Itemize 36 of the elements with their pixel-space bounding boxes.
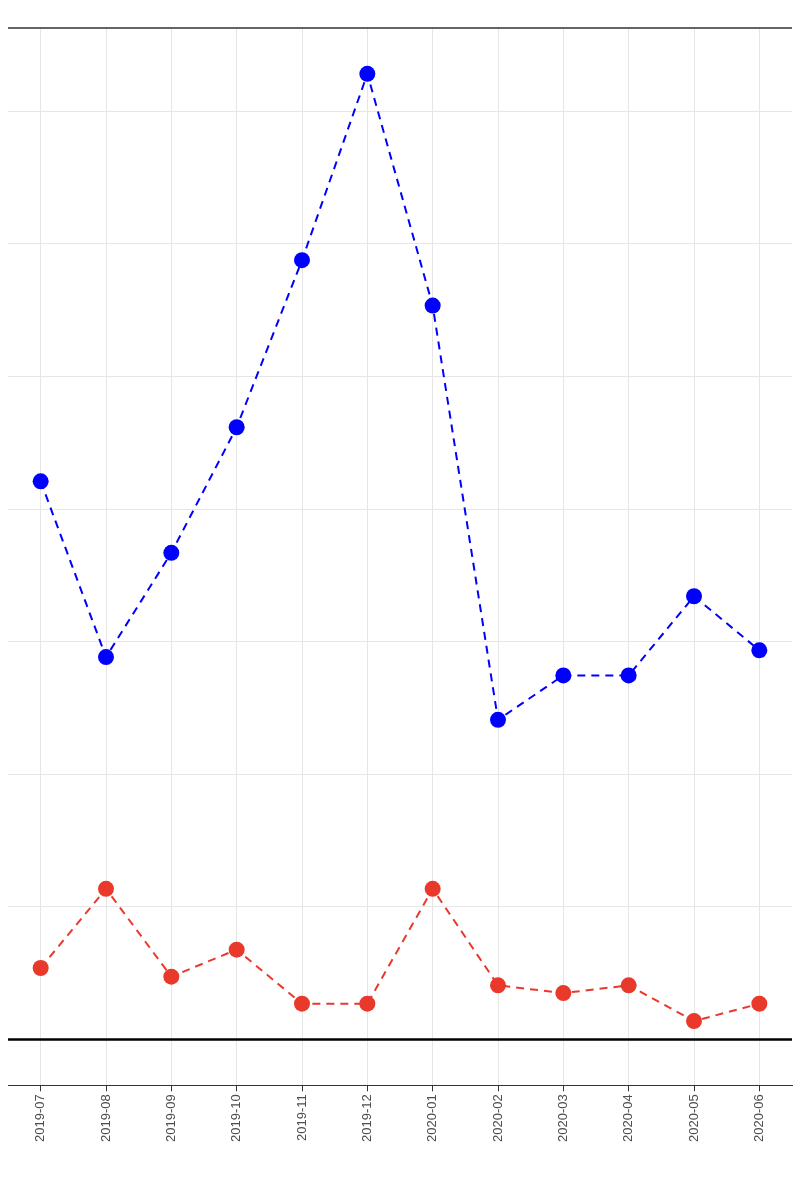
point: [32, 473, 49, 490]
x-tick-label: 2019-08: [97, 1094, 113, 1143]
point: [359, 995, 376, 1012]
point: [686, 588, 702, 605]
point: [555, 985, 572, 1002]
point: [555, 667, 572, 684]
x-tick-label: 2020-05: [685, 1094, 701, 1143]
x-tick-label: 2019-12: [358, 1094, 374, 1143]
point: [751, 642, 768, 659]
x-tick-label: 2019-10: [228, 1094, 244, 1143]
point: [294, 995, 310, 1012]
point: [294, 252, 310, 269]
point: [424, 297, 441, 314]
point: [98, 880, 114, 897]
point: [359, 65, 376, 82]
point: [424, 880, 441, 897]
x-tick-label: 2020-03: [554, 1094, 570, 1143]
point: [620, 977, 637, 994]
point: [751, 995, 768, 1012]
x-tick-label: 2019-09: [162, 1094, 178, 1143]
point: [686, 1013, 702, 1030]
point: [98, 649, 114, 666]
point: [163, 968, 180, 985]
point: [228, 941, 245, 958]
point: [32, 959, 49, 976]
point: [228, 419, 245, 436]
point: [163, 544, 180, 561]
x-tick-label: 2020-02: [489, 1094, 505, 1143]
point: [490, 711, 506, 728]
x-tick-label: 2019-11: [293, 1094, 309, 1142]
point: [620, 667, 637, 684]
x-tick-label: 2020-04: [620, 1094, 636, 1143]
x-tick-label: 2020-06: [750, 1094, 766, 1143]
x-tick-label: 2020-01: [424, 1094, 440, 1143]
point: [490, 977, 506, 994]
x-tick-label: 2019-07: [32, 1094, 48, 1143]
